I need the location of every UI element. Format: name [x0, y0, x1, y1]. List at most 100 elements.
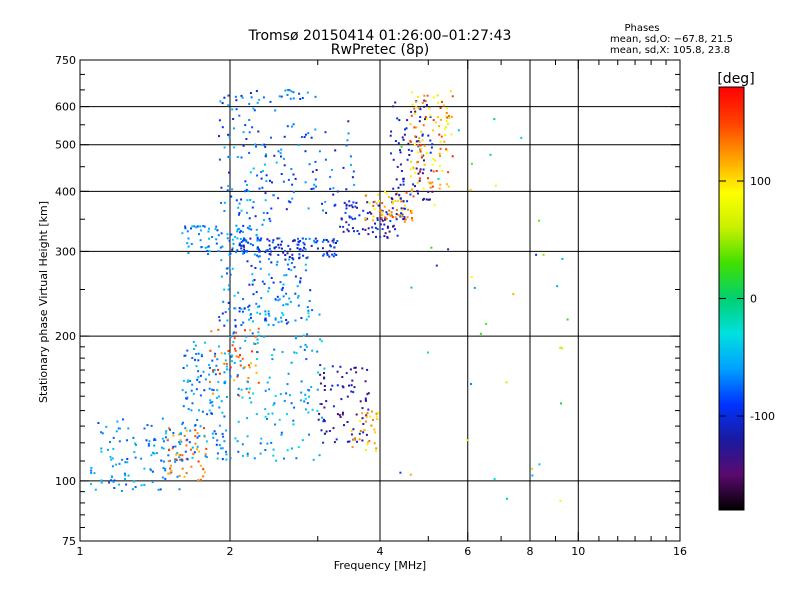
- data-point: [304, 133, 307, 136]
- data-point: [248, 366, 251, 369]
- data-point: [221, 447, 224, 450]
- data-point: [253, 457, 256, 460]
- data-point: [356, 440, 358, 443]
- data-point: [248, 283, 251, 286]
- data-point: [447, 185, 450, 188]
- data-point: [244, 180, 247, 183]
- data-point: [332, 187, 335, 190]
- data-point: [295, 336, 298, 338]
- data-point: [409, 140, 412, 143]
- data-point: [319, 338, 322, 341]
- data-point: [260, 237, 263, 240]
- data-point: [265, 180, 268, 183]
- data-point: [281, 351, 284, 353]
- data-point: [413, 143, 416, 146]
- data-point: [366, 393, 369, 396]
- data-point: [384, 217, 387, 220]
- data-point: [356, 206, 358, 209]
- data-point: [364, 399, 367, 402]
- data-point: [195, 353, 198, 355]
- data-point: [108, 481, 110, 484]
- data-point: [174, 458, 177, 461]
- data-point: [262, 211, 265, 214]
- data-point: [429, 114, 432, 117]
- data-point: [445, 148, 448, 151]
- data-point: [150, 469, 153, 472]
- data-point: [345, 372, 348, 375]
- data-point: [348, 204, 351, 207]
- data-point: [218, 135, 220, 138]
- data-point: [244, 238, 247, 241]
- data-point: [115, 430, 118, 433]
- data-point: [389, 220, 392, 222]
- data-point: [281, 312, 284, 315]
- data-point: [350, 204, 353, 207]
- data-point: [445, 183, 448, 186]
- data-point: [435, 264, 438, 267]
- data-point: [165, 436, 167, 439]
- data-point: [542, 253, 545, 256]
- data-point: [237, 206, 240, 209]
- data-point: [348, 215, 351, 218]
- data-point: [372, 204, 375, 207]
- data-point: [370, 424, 373, 427]
- data-point: [444, 134, 447, 137]
- data-point: [470, 276, 473, 278]
- data-point: [438, 152, 441, 155]
- data-point: [312, 458, 315, 461]
- data-point: [195, 365, 198, 368]
- data-point: [192, 453, 195, 456]
- data-point: [285, 274, 288, 277]
- data-point: [231, 247, 234, 250]
- data-point: [190, 243, 193, 245]
- data-point: [174, 445, 177, 448]
- data-point: [115, 463, 117, 466]
- data-point: [256, 248, 259, 251]
- data-point: [236, 440, 239, 443]
- data-point: [237, 420, 240, 423]
- data-point: [402, 200, 405, 203]
- data-point: [196, 448, 198, 451]
- data-point: [417, 144, 419, 147]
- data-point: [182, 421, 184, 424]
- data-point: [323, 420, 326, 423]
- data-point: [217, 380, 220, 383]
- data-point: [308, 433, 310, 436]
- data-point: [400, 200, 403, 203]
- data-point: [305, 257, 308, 260]
- data-point: [220, 259, 223, 262]
- data-point: [260, 171, 263, 173]
- data-point: [214, 432, 217, 435]
- data-point: [223, 382, 226, 385]
- data-point: [319, 382, 322, 385]
- data-point: [251, 126, 254, 129]
- data-point: [273, 402, 276, 405]
- data-point: [402, 177, 405, 180]
- data-point: [362, 209, 365, 212]
- data-point: [242, 131, 245, 134]
- data-point: [351, 227, 354, 230]
- data-point: [236, 249, 239, 252]
- data-point: [260, 177, 263, 180]
- data-point: [399, 215, 402, 218]
- data-point: [438, 133, 441, 136]
- data-point: [466, 439, 469, 442]
- data-point: [351, 176, 354, 179]
- data-point: [251, 206, 254, 209]
- data-point: [362, 431, 365, 434]
- data-point: [220, 232, 223, 235]
- data-point: [234, 324, 237, 327]
- data-point: [334, 149, 337, 152]
- phases-mean-x: mean, sd,X: 105.8, 23.8: [610, 45, 730, 56]
- data-point: [196, 378, 199, 381]
- data-point: [412, 195, 415, 198]
- y-tick-label: 100: [55, 475, 76, 488]
- data-point: [267, 323, 270, 326]
- data-point: [323, 377, 326, 380]
- data-point: [246, 454, 249, 457]
- data-point: [364, 397, 367, 400]
- data-point: [279, 243, 282, 246]
- data-point: [377, 193, 380, 196]
- data-point: [287, 200, 290, 203]
- data-point: [195, 388, 198, 391]
